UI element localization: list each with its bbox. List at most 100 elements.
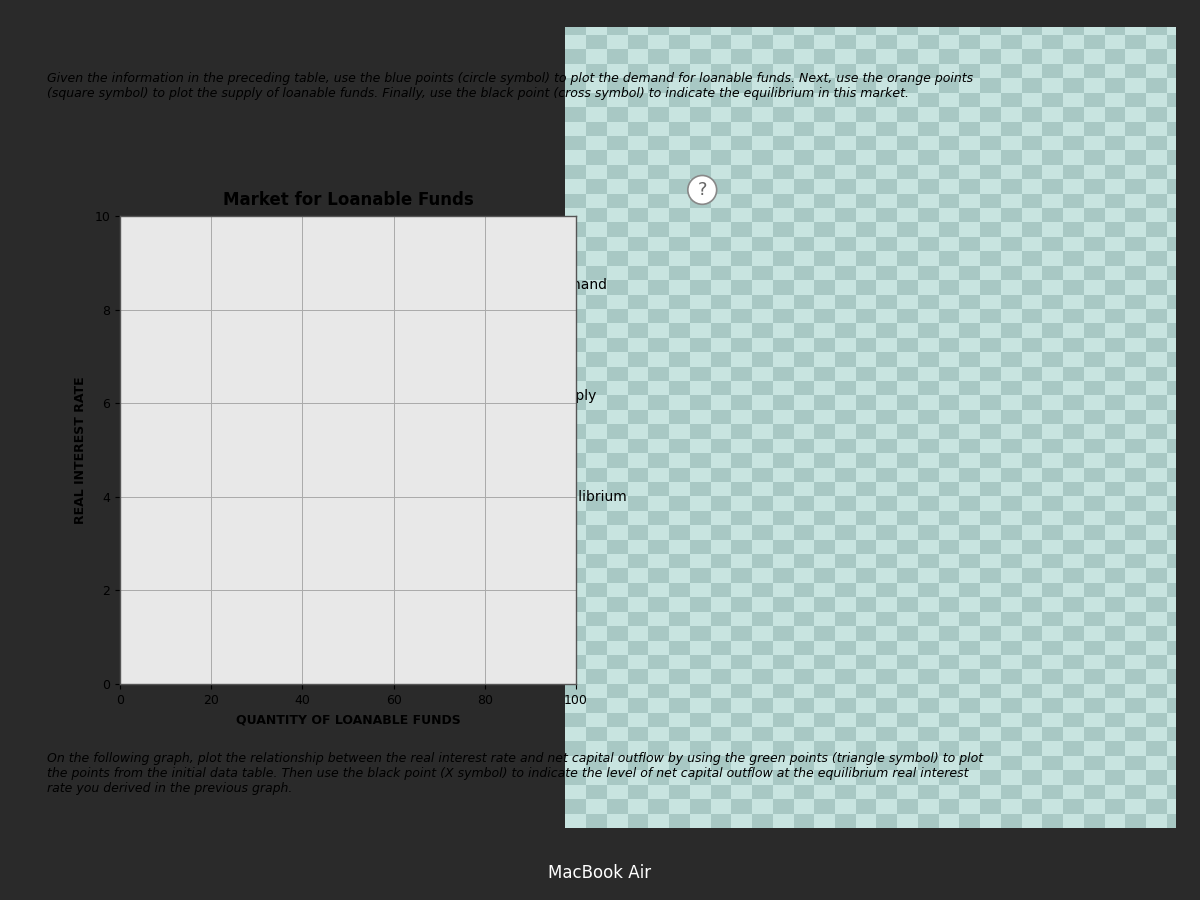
Bar <box>586 309 607 323</box>
Bar <box>731 468 752 482</box>
Bar <box>1166 309 1188 323</box>
Bar <box>918 511 938 526</box>
Bar <box>1001 366 1021 381</box>
Bar <box>690 395 710 410</box>
Bar <box>1043 770 1063 785</box>
Bar <box>856 208 876 222</box>
Bar <box>710 93 731 107</box>
Bar <box>876 50 898 64</box>
Bar <box>938 410 960 424</box>
Bar <box>856 78 876 93</box>
Bar <box>710 237 731 251</box>
Text: MacBook Air: MacBook Air <box>548 864 652 882</box>
Bar <box>1021 78 1043 93</box>
Bar <box>1146 727 1166 742</box>
Bar <box>648 482 670 497</box>
Bar <box>918 770 938 785</box>
Bar <box>586 684 607 698</box>
Bar <box>793 107 815 122</box>
Bar <box>565 107 586 122</box>
Bar <box>586 21 607 35</box>
Bar <box>793 713 815 727</box>
Bar <box>1043 381 1063 395</box>
Bar <box>876 194 898 208</box>
Bar <box>980 338 1001 352</box>
Bar <box>1063 338 1084 352</box>
Bar <box>752 612 773 626</box>
Bar <box>856 742 876 756</box>
Bar <box>1104 583 1126 598</box>
Bar <box>1084 641 1104 655</box>
Bar <box>898 381 918 395</box>
Bar <box>1188 395 1200 410</box>
Bar <box>1001 222 1021 237</box>
Bar <box>710 713 731 727</box>
Bar <box>1063 655 1084 670</box>
Bar <box>980 540 1001 554</box>
Bar <box>670 756 690 770</box>
Bar <box>876 468 898 482</box>
Bar <box>1063 612 1084 626</box>
Bar <box>815 251 835 266</box>
Bar <box>835 179 856 194</box>
Bar <box>648 21 670 35</box>
Bar <box>876 612 898 626</box>
Bar <box>773 6 793 21</box>
Bar <box>1043 338 1063 352</box>
Bar <box>773 756 793 770</box>
Bar <box>815 554 835 569</box>
Bar <box>1126 21 1146 35</box>
Bar <box>938 785 960 799</box>
Bar <box>670 50 690 64</box>
Bar <box>1146 136 1166 150</box>
Bar <box>690 583 710 598</box>
Bar <box>793 799 815 814</box>
Bar <box>960 21 980 35</box>
Bar <box>565 410 586 424</box>
Bar <box>898 6 918 21</box>
Bar <box>565 150 586 165</box>
Bar <box>1084 6 1104 21</box>
Bar <box>918 655 938 670</box>
Bar <box>960 64 980 78</box>
Bar <box>1166 424 1188 438</box>
Bar <box>835 799 856 814</box>
Bar <box>648 309 670 323</box>
Bar <box>1166 222 1188 237</box>
Bar <box>1063 323 1084 338</box>
Bar <box>876 35 898 50</box>
Bar <box>752 641 773 655</box>
Bar <box>1043 366 1063 381</box>
Bar <box>1146 424 1166 438</box>
Bar <box>1021 251 1043 266</box>
Bar <box>731 569 752 583</box>
Bar <box>938 21 960 35</box>
Bar <box>1166 251 1188 266</box>
Bar <box>1146 554 1166 569</box>
Bar <box>648 438 670 453</box>
Bar <box>1188 93 1200 107</box>
Bar <box>1084 165 1104 179</box>
Bar <box>1084 194 1104 208</box>
Bar <box>1166 122 1188 136</box>
Bar <box>1021 526 1043 540</box>
Bar <box>1104 323 1126 338</box>
Bar <box>938 482 960 497</box>
Bar <box>731 742 752 756</box>
Bar <box>690 50 710 64</box>
Bar <box>586 93 607 107</box>
Bar <box>1188 626 1200 641</box>
Bar <box>960 323 980 338</box>
Bar <box>648 6 670 21</box>
Bar <box>938 756 960 770</box>
Bar <box>628 410 648 424</box>
Bar <box>1104 366 1126 381</box>
Bar <box>565 554 586 569</box>
Bar <box>670 35 690 50</box>
Bar <box>876 165 898 179</box>
Bar <box>1021 670 1043 684</box>
Bar <box>1188 309 1200 323</box>
Bar <box>648 136 670 150</box>
Bar <box>648 280 670 294</box>
Bar <box>690 179 710 194</box>
